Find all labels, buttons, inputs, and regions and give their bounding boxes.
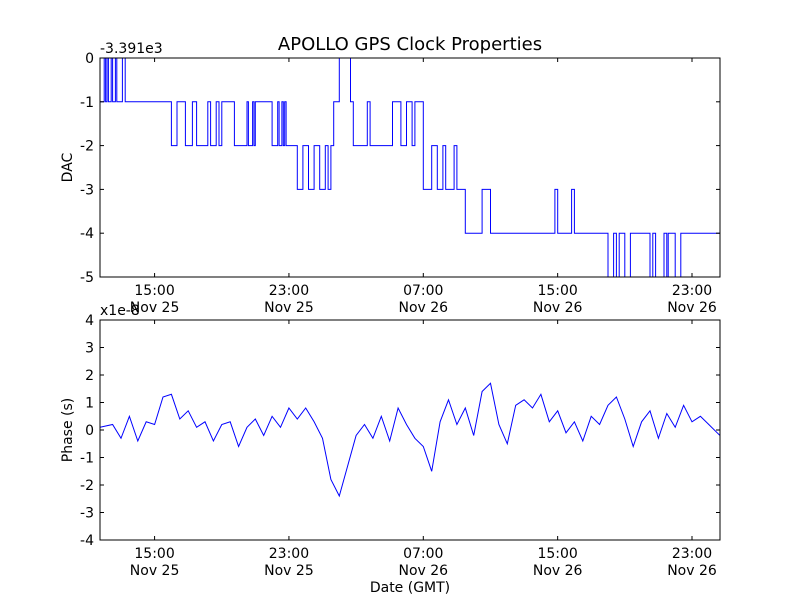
phase-y-axis-label: Phase (s) <box>60 398 76 462</box>
dac-axes-frame <box>99 57 721 278</box>
phase-x-tick-time: 15:00 <box>134 546 174 562</box>
dac-x-tick-date: Nov 26 <box>667 300 717 316</box>
dac-y-tick-label: -5 <box>80 270 94 286</box>
dac-x-tick-time: 23:00 <box>269 283 309 299</box>
dac-plot-area <box>100 58 720 277</box>
phase-x-tick-date: Nov 25 <box>130 563 180 579</box>
dac-x-tick-date: Nov 25 <box>130 300 180 316</box>
phase-x-tick-date: Nov 25 <box>264 563 314 579</box>
phase-x-tick-time: 23:00 <box>672 546 712 562</box>
phase-x-tick-time: 07:00 <box>403 546 443 562</box>
phase-x-tick-date: Nov 26 <box>533 563 583 579</box>
phase-x-tick-time: 15:00 <box>537 546 577 562</box>
dac-series-line <box>100 58 720 277</box>
dac-y-axis-label: DAC <box>60 152 76 182</box>
phase-y-tick-label: 1 <box>85 396 94 412</box>
dac-x-tick-time: 07:00 <box>403 283 443 299</box>
phase-axes-frame <box>99 319 721 541</box>
x-axis-label: Date (GMT) <box>370 580 450 596</box>
phase-x-tick-time: 23:00 <box>269 546 309 562</box>
dac-x-tick-date: Nov 25 <box>264 300 314 316</box>
phase-y-tick-label: 0 <box>85 423 94 439</box>
dac-x-tick-date: Nov 26 <box>398 300 448 316</box>
dac-x-tick-time: 15:00 <box>134 283 174 299</box>
phase-y-ticks: 4 3 2 1 0 -1 -2 -3 -4 <box>80 313 720 549</box>
dac-offset-label: -3.391e3 <box>100 41 163 57</box>
dac-y-tick-label: -2 <box>80 139 94 155</box>
dac-y-tick-label: -3 <box>80 182 94 198</box>
phase-x-tick-date: Nov 26 <box>398 563 448 579</box>
dac-y-tick-label: 0 <box>85 51 94 67</box>
dac-x-tick-time: 23:00 <box>672 283 712 299</box>
dac-x-tick-date: Nov 26 <box>533 300 583 316</box>
phase-series-line <box>100 382 720 498</box>
phase-plot-area <box>100 382 720 498</box>
phase-y-tick-label: -3 <box>80 506 94 522</box>
phase-offset-label: x1e-8 <box>100 303 140 319</box>
dac-y-tick-label: -1 <box>80 95 94 111</box>
phase-y-tick-label: 3 <box>85 341 94 357</box>
phase-y-tick-label: -2 <box>80 478 94 494</box>
phase-y-tick-label: 2 <box>85 368 94 384</box>
phase-x-tick-date: Nov 26 <box>667 563 717 579</box>
dac-y-tick-label: -4 <box>80 226 94 242</box>
chart-title: APOLLO GPS Clock Properties <box>278 34 542 55</box>
dac-x-tick-time: 15:00 <box>537 283 577 299</box>
phase-y-tick-label: 4 <box>85 313 94 329</box>
phase-y-tick-label: -1 <box>80 451 94 467</box>
phase-y-tick-label: -4 <box>80 533 94 549</box>
